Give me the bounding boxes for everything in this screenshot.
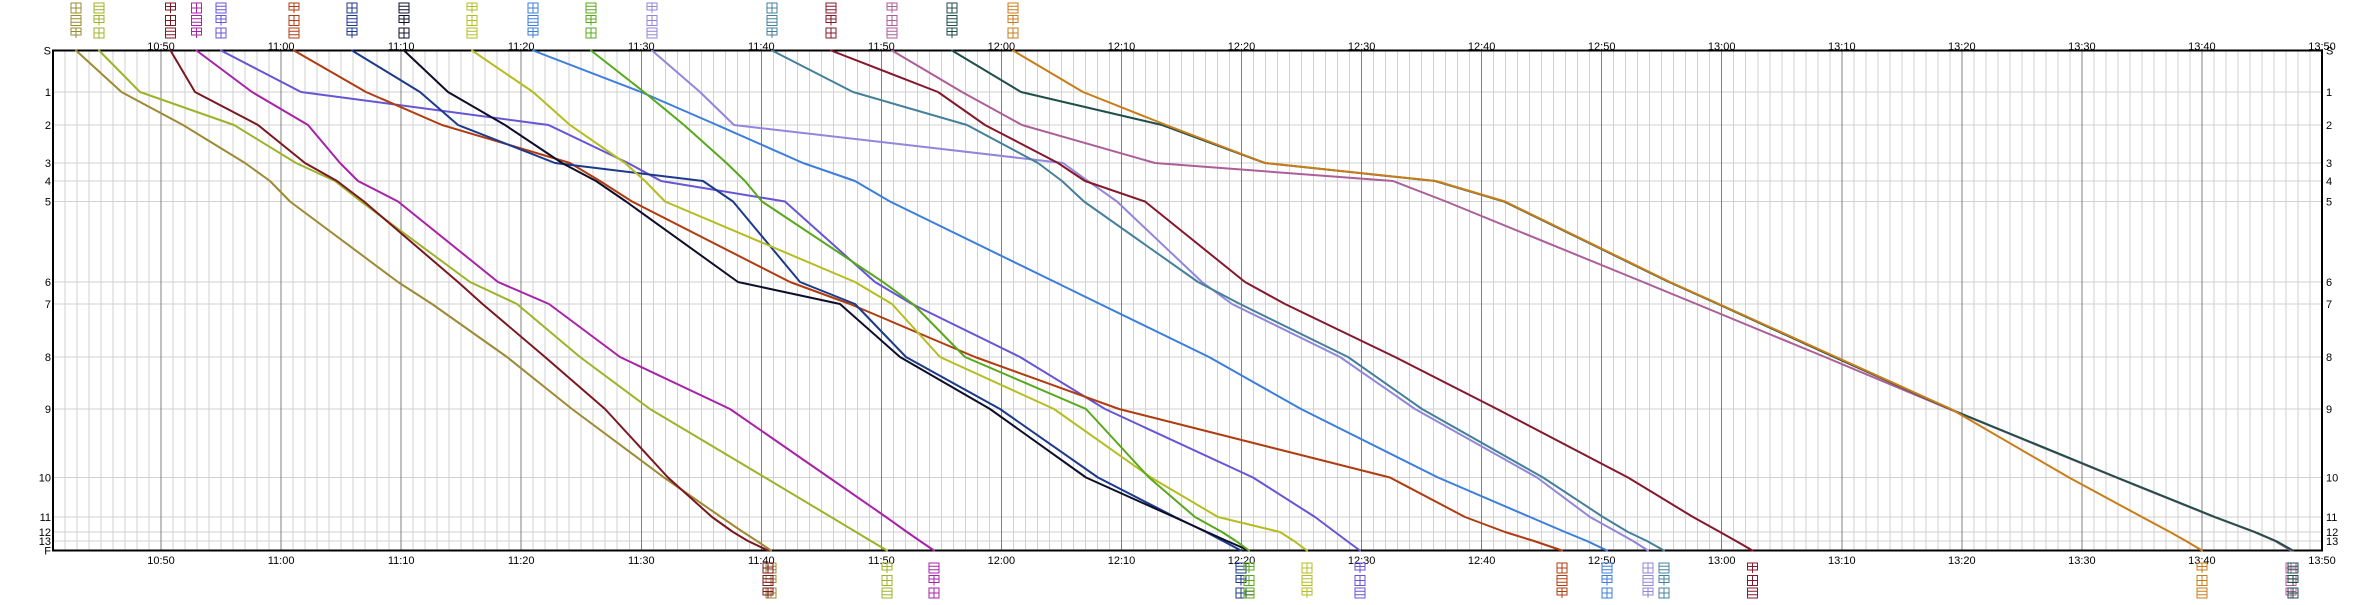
svg-text:8: 8 xyxy=(2326,352,2332,364)
svg-text:6: 6 xyxy=(2326,277,2332,289)
svg-text:13: 13 xyxy=(2326,536,2338,548)
svg-text:10:50: 10:50 xyxy=(147,555,175,567)
svg-text:4: 4 xyxy=(2326,176,2332,188)
svg-text:12: 12 xyxy=(39,527,51,539)
svg-text:5: 5 xyxy=(45,197,51,209)
svg-text:11: 11 xyxy=(40,512,51,524)
svg-text:13:50: 13:50 xyxy=(2308,555,2336,567)
svg-text:11:50: 11:50 xyxy=(868,555,895,567)
svg-text:12:00: 12:00 xyxy=(988,555,1016,567)
svg-text:11:20: 11:20 xyxy=(508,41,535,53)
svg-text:11:40: 11:40 xyxy=(748,555,775,567)
svg-text:12:50: 12:50 xyxy=(1588,41,1616,53)
svg-text:11: 11 xyxy=(2326,512,2337,524)
svg-text:13:30: 13:30 xyxy=(2068,555,2096,567)
svg-text:7: 7 xyxy=(45,299,51,311)
svg-text:3: 3 xyxy=(2326,158,2332,170)
svg-text:5: 5 xyxy=(2326,197,2332,209)
svg-text:13:40: 13:40 xyxy=(2188,555,2216,567)
svg-text:11:30: 11:30 xyxy=(628,41,655,53)
svg-text:13:30: 13:30 xyxy=(2068,41,2096,53)
svg-text:1: 1 xyxy=(2326,87,2332,99)
svg-text:11:20: 11:20 xyxy=(508,555,535,567)
svg-text:13:50: 13:50 xyxy=(2308,41,2336,53)
svg-text:13:20: 13:20 xyxy=(1948,41,1976,53)
svg-text:11:50: 11:50 xyxy=(868,41,895,53)
svg-text:12:20: 12:20 xyxy=(1228,41,1256,53)
svg-text:13:40: 13:40 xyxy=(2188,41,2216,53)
svg-text:12: 12 xyxy=(2326,527,2338,539)
svg-text:13:10: 13:10 xyxy=(1828,555,1856,567)
svg-text:2: 2 xyxy=(45,120,51,132)
svg-text:12:10: 12:10 xyxy=(1108,555,1136,567)
svg-text:11:10: 11:10 xyxy=(388,41,415,53)
svg-text:10: 10 xyxy=(39,473,51,485)
svg-text:10:50: 10:50 xyxy=(147,41,175,53)
svg-text:S: S xyxy=(2326,46,2333,58)
svg-text:11:30: 11:30 xyxy=(628,555,655,567)
svg-text:12:40: 12:40 xyxy=(1468,555,1496,567)
svg-text:13: 13 xyxy=(39,536,51,548)
svg-text:F: F xyxy=(44,546,51,558)
svg-text:12:50: 12:50 xyxy=(1588,555,1616,567)
svg-text:2: 2 xyxy=(2326,120,2332,132)
svg-text:1: 1 xyxy=(45,87,51,99)
svg-text:11:00: 11:00 xyxy=(268,41,295,53)
svg-text:4: 4 xyxy=(45,176,51,188)
svg-text:13:00: 13:00 xyxy=(1708,555,1736,567)
svg-text:11:10: 11:10 xyxy=(388,555,415,567)
svg-text:9: 9 xyxy=(2326,404,2332,416)
svg-text:13:20: 13:20 xyxy=(1948,555,1976,567)
svg-text:10: 10 xyxy=(2326,473,2338,485)
svg-text:12:30: 12:30 xyxy=(1348,41,1376,53)
svg-text:11:40: 11:40 xyxy=(748,41,775,53)
svg-text:12:40: 12:40 xyxy=(1468,41,1496,53)
svg-text:12:10: 12:10 xyxy=(1108,41,1136,53)
svg-text:7: 7 xyxy=(2326,299,2332,311)
svg-text:12:30: 12:30 xyxy=(1348,555,1376,567)
svg-text:8: 8 xyxy=(45,352,51,364)
svg-text:3: 3 xyxy=(45,158,51,170)
svg-text:S: S xyxy=(44,46,51,58)
svg-text:9: 9 xyxy=(45,404,51,416)
svg-text:6: 6 xyxy=(45,277,51,289)
svg-text:13:00: 13:00 xyxy=(1708,41,1736,53)
svg-text:11:00: 11:00 xyxy=(268,555,295,567)
svg-text:12:20: 12:20 xyxy=(1228,555,1256,567)
svg-text:13:10: 13:10 xyxy=(1828,41,1856,53)
svg-text:12:00: 12:00 xyxy=(988,41,1016,53)
